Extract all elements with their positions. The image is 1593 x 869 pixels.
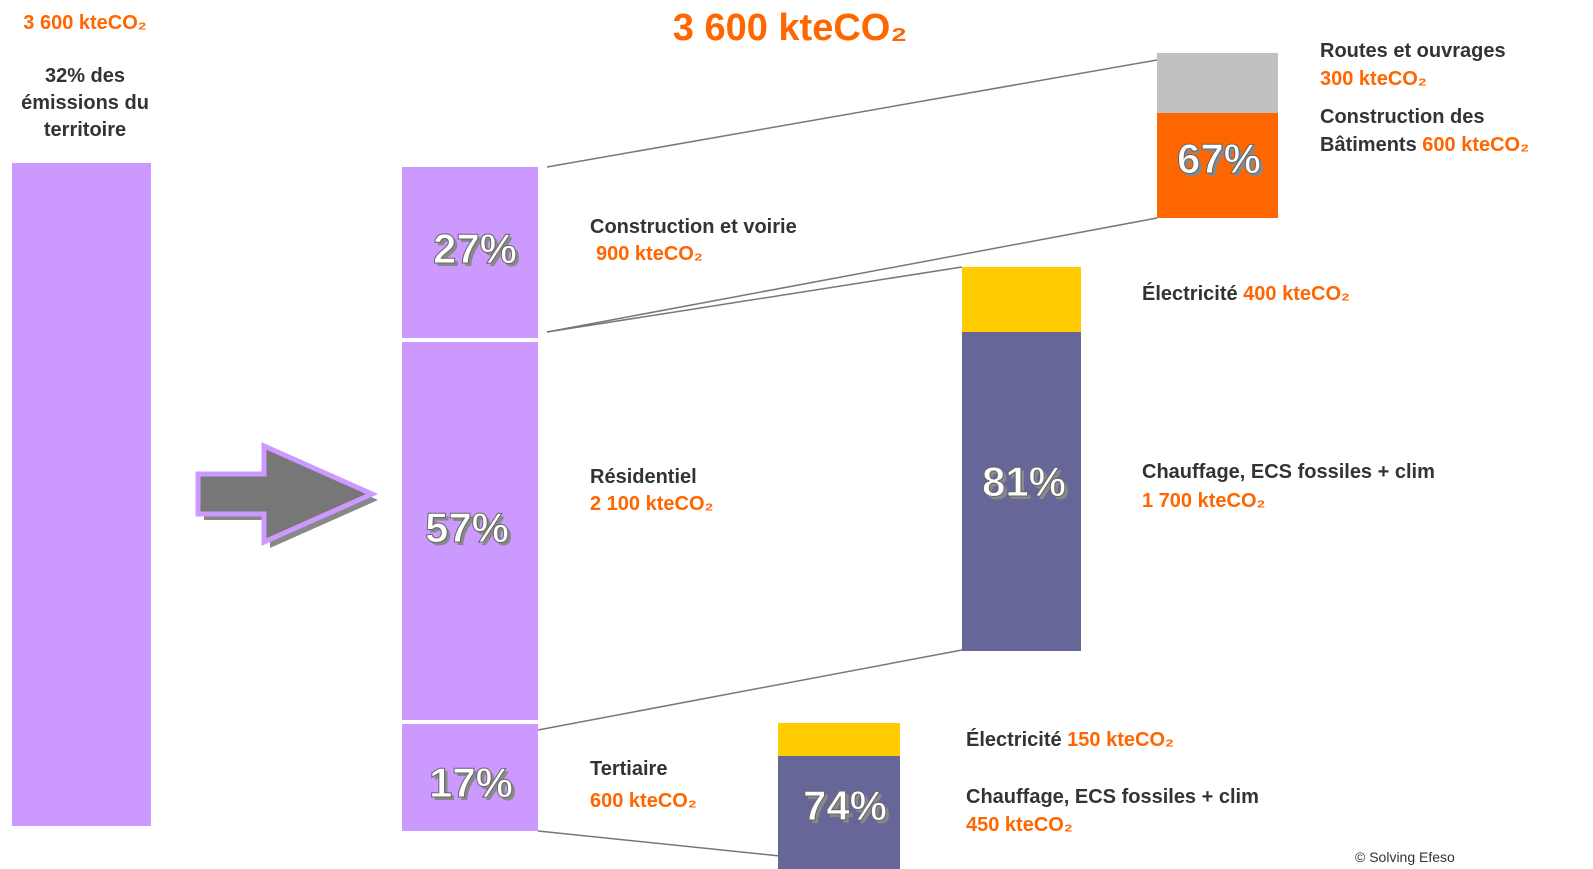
breakdown-bar (778, 756, 900, 869)
link (546, 59, 1158, 168)
footer: © Solving Efeso (1355, 849, 1455, 865)
item-name: Électricité (966, 728, 1062, 751)
percent-shadow: 27% (436, 228, 520, 275)
sector-value: 900 kteCO₂ (596, 243, 703, 265)
sector-percent: 27% (433, 225, 517, 272)
breakdown-bar (962, 332, 1081, 651)
title: 3 600 kteCO₂ (673, 7, 907, 49)
percent-shadow: 57% (428, 507, 512, 554)
sector-percent: 17% (429, 759, 513, 806)
breakdown-percent: 74% (803, 782, 887, 829)
item-value: 400 kteCO₂ (1243, 283, 1350, 305)
item-value: 600 kteCO₂ (1422, 134, 1529, 156)
percent-shadow: 67% (1180, 138, 1264, 185)
share-line: territoire (44, 119, 126, 141)
link (537, 649, 963, 731)
sector-value: 2 100 kteCO₂ (590, 493, 713, 515)
link (537, 830, 781, 857)
breakdown-percent: 67% (1177, 135, 1261, 182)
item-name: Routes et ouvrages (1320, 40, 1506, 62)
item-name: Chauffage, ECS fossiles + clim (966, 786, 1259, 808)
sector-value: 600 kteCO₂ (590, 790, 697, 812)
item-line: Électricité 400 kteCO₂ (1142, 282, 1350, 305)
item-value: 450 kteCO₂ (966, 814, 1073, 836)
sector-name: Tertiaire (590, 758, 667, 780)
link (546, 217, 1158, 333)
sector-name: Construction et voirie (590, 216, 797, 238)
item-name: Bâtiments (1320, 134, 1417, 156)
percent-shadow: 17% (432, 762, 516, 809)
sector-bar (402, 167, 538, 338)
arrow (195, 442, 379, 546)
sector-bar (402, 724, 538, 831)
breakdown-bar (962, 267, 1081, 332)
link (546, 266, 963, 333)
item-value: 1 700 kteCO₂ (1142, 490, 1265, 512)
item-line: Électricité 150 kteCO₂ (966, 728, 1174, 751)
item-value: 150 kteCO₂ (1067, 729, 1174, 751)
item-value: 300 kteCO₂ (1320, 68, 1427, 90)
breakdown-bar (1157, 113, 1278, 218)
breakdown-bar (1157, 53, 1278, 113)
item-name: Construction des (1320, 106, 1484, 128)
sector-percent: 57% (425, 504, 509, 551)
item-line: Bâtiments 600 kteCO₂ (1320, 134, 1529, 156)
breakdown-bar (778, 723, 900, 756)
percent-shadow: 81% (985, 461, 1069, 508)
sector-name: Résidentiel (590, 466, 697, 488)
breakdown-percent: 81% (982, 458, 1066, 505)
total-value: 3 600 kteCO₂ (23, 12, 146, 34)
item-name: Chauffage, ECS fossiles + clim (1142, 461, 1435, 483)
share-line: émissions du (21, 92, 149, 114)
item-name: Électricité (1142, 282, 1238, 305)
sector-bar (402, 342, 538, 720)
share-line: 32% des (45, 65, 125, 87)
percent-shadow: 74% (806, 785, 890, 832)
total-bar (12, 163, 151, 826)
